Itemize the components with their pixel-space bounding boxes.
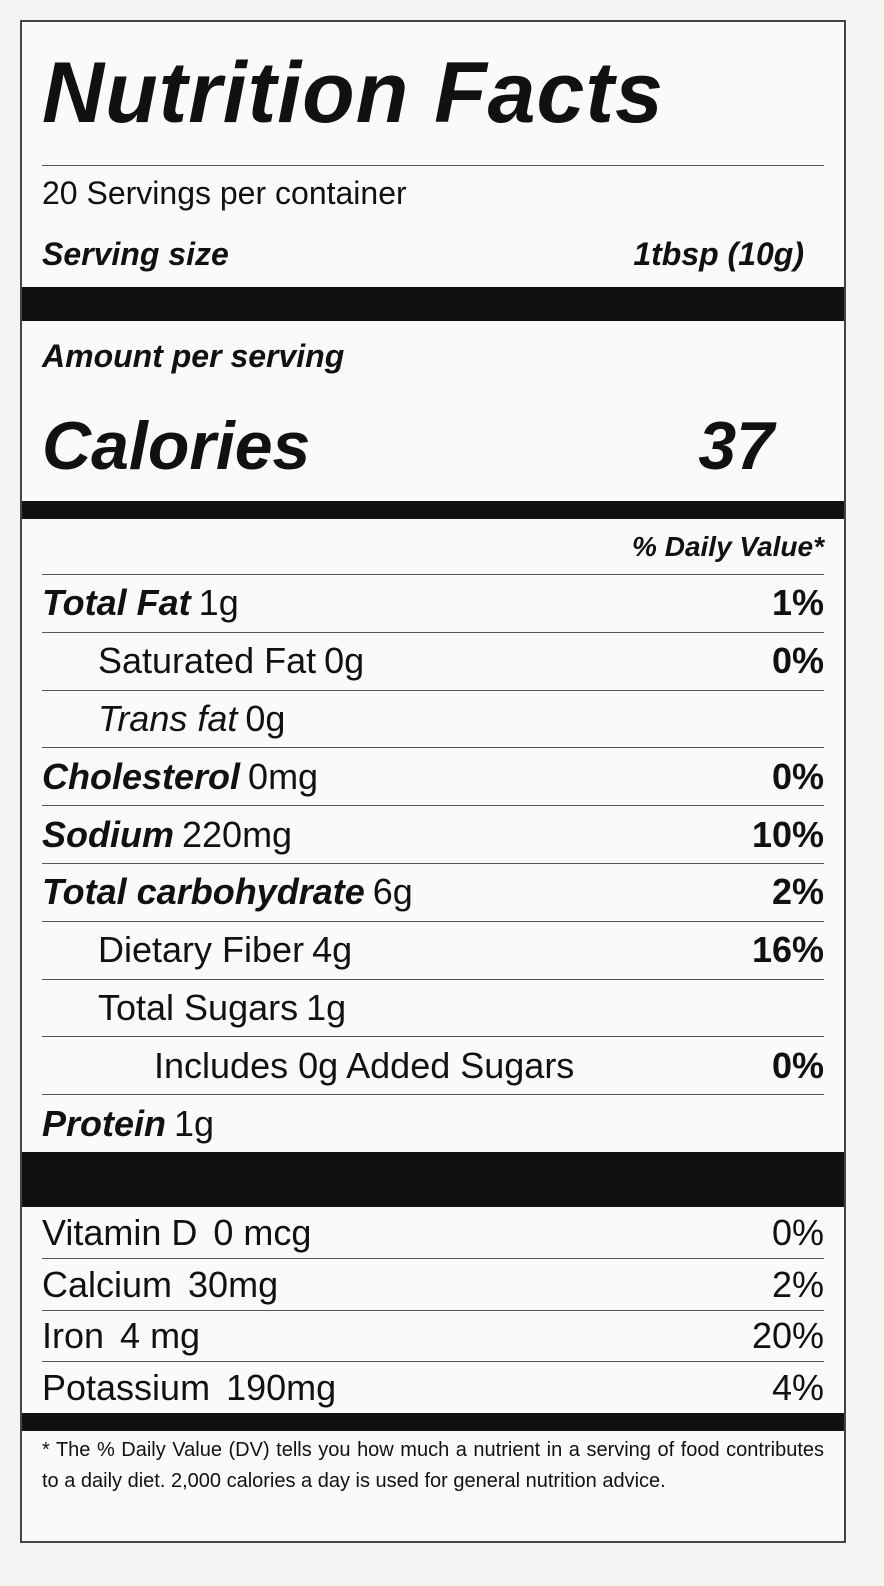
nutrient-name: Total Sugars	[98, 986, 299, 1028]
nutrient-amount: 1g	[306, 986, 347, 1028]
serving-size-row: Serving size 1tbsp (10g)	[42, 221, 824, 287]
nutrient-name: Dietary Fiber	[98, 929, 305, 971]
nutrient-row: Saturated Fat 0g 0%	[42, 631, 824, 690]
nutrient-name: Cholesterol	[42, 755, 241, 797]
nutrient-row: Total carbohydrate 6g 2%	[42, 862, 824, 921]
nutrient-name: Protein	[42, 1102, 167, 1144]
nutrient-amount: 220mg	[182, 813, 293, 855]
vitamin-dv: 0%	[771, 1211, 824, 1253]
vitamin-name: Iron	[42, 1315, 105, 1357]
nutrient-name: Saturated Fat	[98, 640, 317, 682]
servings: 20 Servings per container	[42, 165, 824, 221]
nutrient-name: Total carbohydrate	[42, 871, 365, 913]
vitamin-amount: 4 mg	[120, 1315, 201, 1357]
nutrient-name: Includes 0g Added Sugars	[154, 1044, 575, 1086]
vitamin-row: Vitamin D 0 mcg 0%	[42, 1207, 824, 1259]
title: Nutrition Facts	[42, 45, 664, 141]
nutrient-dv: 0%	[771, 755, 824, 797]
calories-value: 37	[698, 408, 774, 484]
nutrient-row: Total Fat 1g 1%	[42, 574, 824, 632]
nutrient-name: Trans fat	[98, 697, 238, 739]
nutrient-list: Total Fat 1g 1% Saturated Fat 0g 0% Trans fat 0…	[42, 574, 824, 1152]
vitamin-list: Vitamin D 0 mcg 0% Calcium 30mg 2% Iron 4 mg 20%…	[42, 1207, 824, 1413]
nutrient-dv: 10%	[751, 813, 824, 855]
dv-header-row: % Daily Value*	[42, 519, 824, 574]
vitamin-row: Potassium 190mg 4%	[42, 1361, 824, 1413]
footnote: * The % Daily Value (DV) tells you how m…	[42, 1438, 824, 1492]
amount-per-serving: Amount per serving	[42, 337, 345, 374]
nutrient-amount: 6g	[372, 871, 413, 913]
serving-size-value: 1tbsp (10g)	[633, 235, 804, 272]
vitamin-dv: 2%	[771, 1263, 824, 1305]
vitamin-name: Potassium	[42, 1366, 211, 1408]
vitamin-amount: 190mg	[226, 1366, 337, 1408]
divider	[22, 501, 844, 519]
calories-label: Calories	[42, 408, 311, 484]
nutrient-row: Includes 0g Added Sugars 0%	[42, 1036, 824, 1094]
calories-row: Calories 37	[42, 391, 824, 501]
vitamin-amount: 30mg	[188, 1263, 279, 1305]
nutrition-label: Nutrition Facts 20 Servings per containe…	[20, 20, 846, 1543]
vitamin-dv: 4%	[771, 1366, 824, 1408]
vitamin-name: Vitamin D	[42, 1211, 198, 1253]
vitamin-amount: 0 mcg	[213, 1211, 312, 1253]
vitamin-name: Calcium	[42, 1263, 173, 1305]
nutrient-dv: 2%	[771, 871, 824, 913]
vitamin-row: Calcium 30mg 2%	[42, 1258, 824, 1310]
nutrient-dv: 16%	[751, 929, 824, 971]
serving-size-label: Serving size	[42, 235, 229, 272]
vitamin-dv: 20%	[751, 1315, 824, 1357]
divider	[22, 1151, 844, 1207]
nutrient-dv: 1%	[771, 582, 824, 624]
nutrient-amount: 0g	[324, 640, 365, 682]
nutrient-row: Cholesterol 0mg 0%	[42, 747, 824, 805]
nutrient-amount: 4g	[312, 929, 353, 971]
nutrient-amount: 1g	[174, 1102, 215, 1144]
divider	[22, 287, 844, 321]
nutrient-dv: 0%	[771, 640, 824, 682]
nutrient-row: Total Sugars 1g	[42, 978, 824, 1037]
nutrient-row: Protein 1g	[42, 1094, 824, 1152]
nutrient-amount: 1g	[198, 582, 239, 624]
nutrient-row: Dietary Fiber 4g 16%	[42, 920, 824, 979]
dv-header: % Daily Value*	[632, 530, 824, 562]
nutrient-amount: 0g	[245, 697, 286, 739]
nutrient-name: Total Fat	[42, 582, 191, 624]
nutrient-dv: 0%	[771, 1044, 824, 1086]
nutrient-amount: 0mg	[248, 755, 319, 797]
nutrient-name: Sodium	[42, 813, 174, 855]
nutrient-row: Sodium 220mg 10%	[42, 805, 824, 863]
vitamin-row: Iron 4 mg 20%	[42, 1309, 824, 1362]
divider	[22, 1412, 844, 1431]
nutrient-row: Trans fat 0g	[42, 689, 824, 748]
